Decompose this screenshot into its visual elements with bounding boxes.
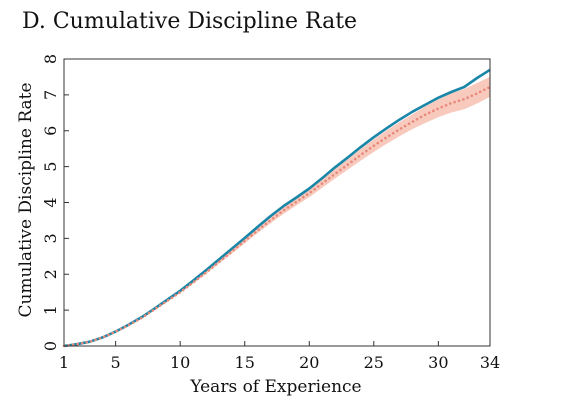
x-tick-label-10: 10 — [170, 353, 190, 372]
x-tick-label-34: 34 — [480, 353, 500, 372]
x-tick-label-25: 25 — [364, 353, 384, 372]
x-tick-label-15: 15 — [235, 353, 255, 372]
plot-frame — [63, 58, 491, 347]
series-1-line — [63, 68, 491, 348]
y-tick-label-7: 7 — [41, 90, 60, 100]
y-tick-label-5: 5 — [41, 162, 60, 172]
chart-title: D. Cumulative Discipline Rate — [22, 9, 357, 34]
x-tick-label-1: 1 — [59, 353, 69, 372]
y-tick-label-1: 1 — [41, 305, 60, 315]
y-tick-label-3: 3 — [41, 233, 60, 243]
x-tick-label-20: 20 — [299, 353, 319, 372]
y-axis-label: Cumulative Discipline Rate — [16, 82, 36, 317]
y-tick-label-2: 2 — [41, 269, 60, 279]
y-tick-label-0: 0 — [41, 341, 60, 351]
y-tick-label-6: 6 — [41, 126, 60, 136]
y-tick-label-8: 8 — [41, 54, 60, 64]
x-tick-label-30: 30 — [428, 353, 448, 372]
y-tick-label-4: 4 — [41, 197, 60, 207]
series-2-confidence-band — [64, 76, 490, 347]
series-2-line — [62, 85, 492, 348]
x-axis-label: Years of Experience — [189, 377, 361, 397]
x-tick-label-5: 5 — [111, 353, 121, 372]
